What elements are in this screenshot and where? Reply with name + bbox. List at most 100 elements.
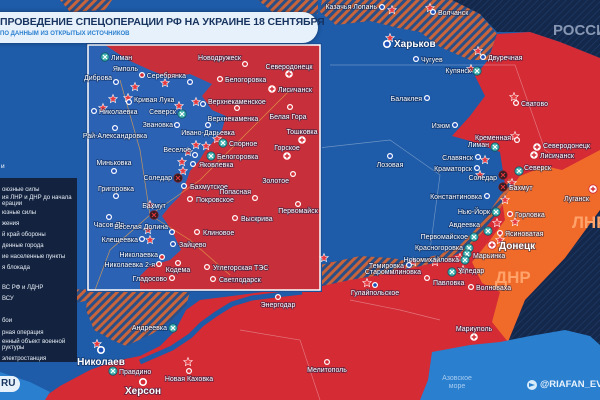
ukrainian-held-town-icon <box>139 236 145 242</box>
inset-city[interactable]: Яковлевка <box>190 161 234 170</box>
inset-city[interactable]: Зайцево <box>170 240 207 250</box>
inset-city[interactable]: Верхнекаменка <box>207 105 259 124</box>
map-city[interactable]: Лисичанск <box>529 150 576 161</box>
map-city[interactable]: Староммлиновка <box>364 268 422 277</box>
map-city[interactable]: Первомайское <box>420 232 479 242</box>
inset-city[interactable]: Выскрива <box>232 215 274 224</box>
map-city[interactable]: Николаев <box>76 346 126 369</box>
inset-city[interactable]: Тошковка <box>286 128 318 145</box>
inset-city[interactable]: Белая Гора <box>269 104 307 122</box>
map-city[interactable]: Мариуполь <box>455 325 493 342</box>
inset-city[interactable]: Углегорская ТЭС <box>204 264 269 273</box>
map-city[interactable]: Авдеевка <box>448 221 493 236</box>
map-city[interactable]: Волноваха <box>468 284 512 293</box>
inset-city[interactable]: Серебрянка <box>146 71 193 85</box>
inset-city[interactable]: Кривая Лука <box>126 96 175 105</box>
inset-city[interactable]: Часов Яр <box>93 214 125 230</box>
inset-city[interactable]: Николаевка <box>91 108 138 117</box>
map-city[interactable]: Новомихайловка <box>403 255 470 265</box>
inset-city[interactable]: Белогоровка <box>206 151 259 162</box>
map-city[interactable]: Темировка <box>368 262 412 271</box>
map-city[interactable]: Угледар <box>447 267 485 277</box>
map-city[interactable]: Кременная <box>474 134 520 143</box>
inset-city[interactable]: Лисичанск <box>267 84 314 95</box>
city-label: Соледар <box>469 175 498 182</box>
inset-city[interactable]: Кодема <box>165 260 191 275</box>
inset-city[interactable]: Спорное <box>218 138 258 149</box>
map-city[interactable]: Соледар <box>468 170 508 183</box>
map-city[interactable]: Константиновка <box>429 193 490 202</box>
inset-city[interactable]: Светлодарск <box>210 276 262 285</box>
map-city[interactable]: Казачья Лопань <box>325 3 385 12</box>
inset-city[interactable]: Верхнекаменское <box>200 98 267 107</box>
map-city[interactable]: Северск <box>514 164 553 176</box>
map-city[interactable]: Чугуев <box>413 56 444 65</box>
map-city[interactable]: Харьков <box>383 38 436 51</box>
map-city[interactable]: Горловка <box>507 211 546 220</box>
inset-city[interactable]: Рай-Александровка <box>82 125 148 141</box>
inset-city[interactable]: Бахмутское <box>181 183 229 192</box>
map-city[interactable]: Бахмут <box>498 182 534 193</box>
ukrainian-held-town-icon <box>106 214 112 220</box>
map-city[interactable]: Гулайпольское <box>350 282 400 298</box>
map-city[interactable]: Славянск <box>441 154 481 163</box>
inset-city[interactable]: Белогоровка <box>217 76 267 85</box>
inset-city[interactable]: Клещеевка <box>101 236 145 245</box>
site-badge[interactable]: RU <box>0 376 20 392</box>
inset-city[interactable]: Гладосово <box>132 275 175 284</box>
inset-city[interactable]: Веселая Долина <box>113 223 175 235</box>
map-city[interactable]: Двуречная <box>480 54 523 63</box>
page-title: ПРОВЕДЕНИЕ СПЕЦОПЕРАЦИИ РФ НА УКРАИНЕ 18… <box>0 16 325 28</box>
inset-city[interactable]: Ямполь <box>112 65 145 78</box>
map-city[interactable]: Волчанск <box>430 9 470 18</box>
telegram-link[interactable]: @RIAFAN_EVE <box>527 379 600 390</box>
map-city[interactable]: Сватово <box>513 100 549 109</box>
inset-city[interactable]: Первомайск <box>277 201 320 216</box>
inset-city[interactable]: Бахмут <box>141 202 167 220</box>
city-label: Покровское <box>196 197 234 204</box>
inset-city[interactable]: Северодонецк <box>265 63 314 79</box>
inset-city[interactable]: Николаевка <box>119 251 165 260</box>
inset-city[interactable]: Соледар <box>143 173 183 183</box>
strike-icon <box>384 32 396 43</box>
inset-city[interactable]: Лиман <box>100 52 133 63</box>
inset-city[interactable]: Новодружеск <box>197 54 248 67</box>
inset-city[interactable]: Миньковка <box>96 159 132 174</box>
map-city[interactable]: Изюм <box>431 122 458 131</box>
inset-city[interactable]: Диброва <box>83 73 119 85</box>
map-city[interactable]: Павловка <box>424 275 465 288</box>
map-city[interactable]: Балаклея <box>390 95 430 104</box>
map-city[interactable]: Нью-Йорк <box>457 206 501 217</box>
inset-city[interactable]: Покровское <box>187 196 235 205</box>
inset-city[interactable]: Клиновое <box>194 229 235 238</box>
map-city[interactable]: Херсон <box>124 378 162 398</box>
city-label: Северск <box>149 109 177 116</box>
inset-city[interactable]: Веселое <box>163 146 198 158</box>
inset-city[interactable]: Попасная <box>219 188 258 201</box>
map-city[interactable]: Купянск <box>445 66 482 76</box>
map-city[interactable]: Лиман <box>467 141 500 152</box>
map-city[interactable]: Энергодар <box>260 294 296 310</box>
map-city[interactable]: Донецк <box>487 240 537 253</box>
map-city[interactable]: Мелитополь <box>306 359 348 375</box>
strike-icon <box>407 256 419 267</box>
map-city[interactable]: Северодонецк <box>532 142 592 152</box>
map-city[interactable]: Новая Каховка <box>164 368 214 384</box>
map-city[interactable]: Лозовая <box>376 153 404 170</box>
inset-city[interactable]: Горское <box>273 144 301 161</box>
map-city[interactable]: Правдино <box>108 366 152 377</box>
inset-city[interactable]: Северск <box>148 108 187 119</box>
map-city[interactable]: Луганск <box>563 184 598 204</box>
inset-city[interactable]: Звановка <box>142 121 180 130</box>
inset-city[interactable]: Николаевка 2-я <box>104 261 162 270</box>
strike-icon <box>144 199 156 210</box>
inset-map[interactable] <box>87 44 321 291</box>
inset-city[interactable]: Ивано-Дарьевка <box>180 122 236 138</box>
map-city[interactable]: Андреевка <box>131 323 178 333</box>
map-city[interactable]: Ясиноватая <box>497 230 544 239</box>
city-label: Кривая Лука <box>134 97 175 104</box>
map-city[interactable]: Краматорск <box>433 165 480 174</box>
inset-city[interactable]: Золотое <box>261 171 296 186</box>
inset-city[interactable]: Григоровка <box>97 185 135 199</box>
